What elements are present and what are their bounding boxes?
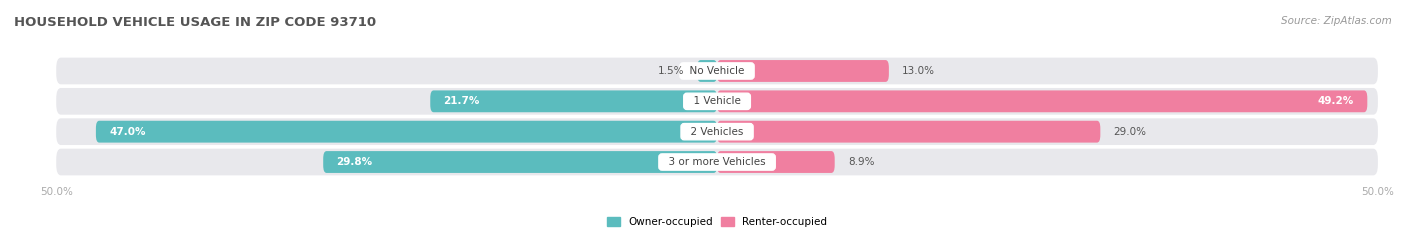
FancyBboxPatch shape bbox=[56, 88, 1378, 115]
FancyBboxPatch shape bbox=[323, 151, 717, 173]
FancyBboxPatch shape bbox=[56, 118, 1378, 145]
Text: 29.8%: 29.8% bbox=[336, 157, 373, 167]
Text: Source: ZipAtlas.com: Source: ZipAtlas.com bbox=[1281, 16, 1392, 26]
FancyBboxPatch shape bbox=[717, 60, 889, 82]
FancyBboxPatch shape bbox=[96, 121, 717, 143]
FancyBboxPatch shape bbox=[56, 149, 1378, 175]
Text: No Vehicle: No Vehicle bbox=[683, 66, 751, 76]
Text: 13.0%: 13.0% bbox=[903, 66, 935, 76]
Text: 3 or more Vehicles: 3 or more Vehicles bbox=[662, 157, 772, 167]
Text: 47.0%: 47.0% bbox=[110, 127, 146, 137]
Text: 49.2%: 49.2% bbox=[1317, 96, 1354, 106]
Text: 8.9%: 8.9% bbox=[848, 157, 875, 167]
Text: 21.7%: 21.7% bbox=[443, 96, 479, 106]
FancyBboxPatch shape bbox=[717, 90, 1367, 112]
FancyBboxPatch shape bbox=[717, 121, 1101, 143]
FancyBboxPatch shape bbox=[56, 58, 1378, 84]
Text: 2 Vehicles: 2 Vehicles bbox=[685, 127, 749, 137]
Text: 29.0%: 29.0% bbox=[1114, 127, 1146, 137]
FancyBboxPatch shape bbox=[697, 60, 717, 82]
Text: 1 Vehicle: 1 Vehicle bbox=[688, 96, 747, 106]
Text: HOUSEHOLD VEHICLE USAGE IN ZIP CODE 93710: HOUSEHOLD VEHICLE USAGE IN ZIP CODE 9371… bbox=[14, 16, 377, 29]
Legend: Owner-occupied, Renter-occupied: Owner-occupied, Renter-occupied bbox=[603, 213, 831, 231]
FancyBboxPatch shape bbox=[717, 151, 835, 173]
Text: 1.5%: 1.5% bbox=[658, 66, 685, 76]
FancyBboxPatch shape bbox=[430, 90, 717, 112]
